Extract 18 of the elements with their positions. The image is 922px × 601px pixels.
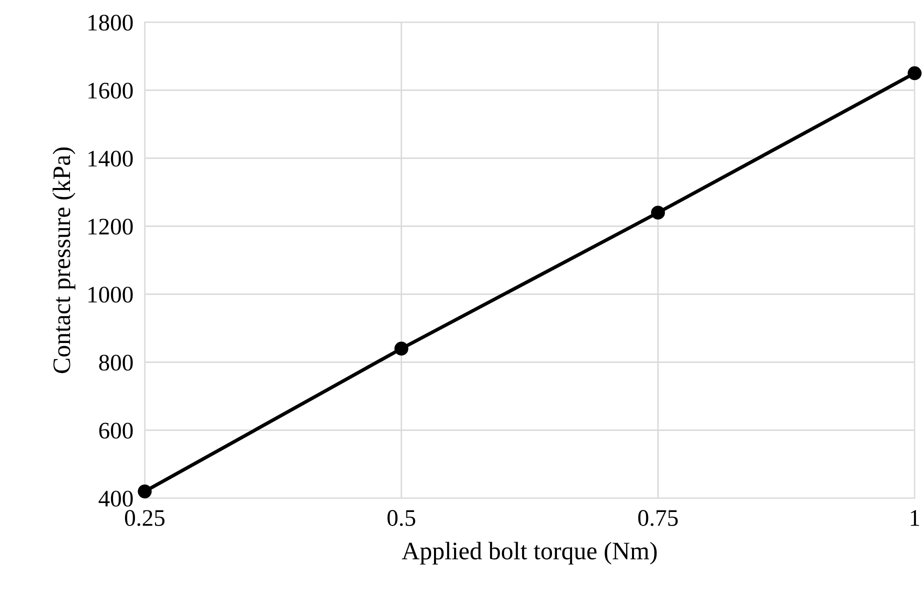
- x-tick-label: 0.25: [124, 510, 164, 526]
- point: [138, 484, 152, 498]
- y-tick-label: 1200: [88, 218, 133, 235]
- y-tick-label: 400: [98, 490, 133, 507]
- x-tick-label: 0.5: [388, 510, 416, 526]
- point: [908, 66, 922, 80]
- y-tick-label: 600: [99, 422, 133, 439]
- y-tick-label: 1000: [88, 286, 133, 303]
- y-tick-label: 1600: [88, 82, 133, 99]
- point: [394, 342, 408, 356]
- y-tick-label: 800: [99, 354, 133, 371]
- x-tick-label: 1: [910, 510, 920, 526]
- y-tick-label: 1400: [88, 150, 133, 167]
- x-tick-label: 0.75: [638, 510, 678, 526]
- x-axis-title: Applied bolt torque (Nm): [402, 542, 657, 565]
- y-axis-title: Contact pressure (kPa): [52, 147, 76, 374]
- point: [651, 206, 665, 220]
- y-tick-label: 1800: [88, 14, 133, 31]
